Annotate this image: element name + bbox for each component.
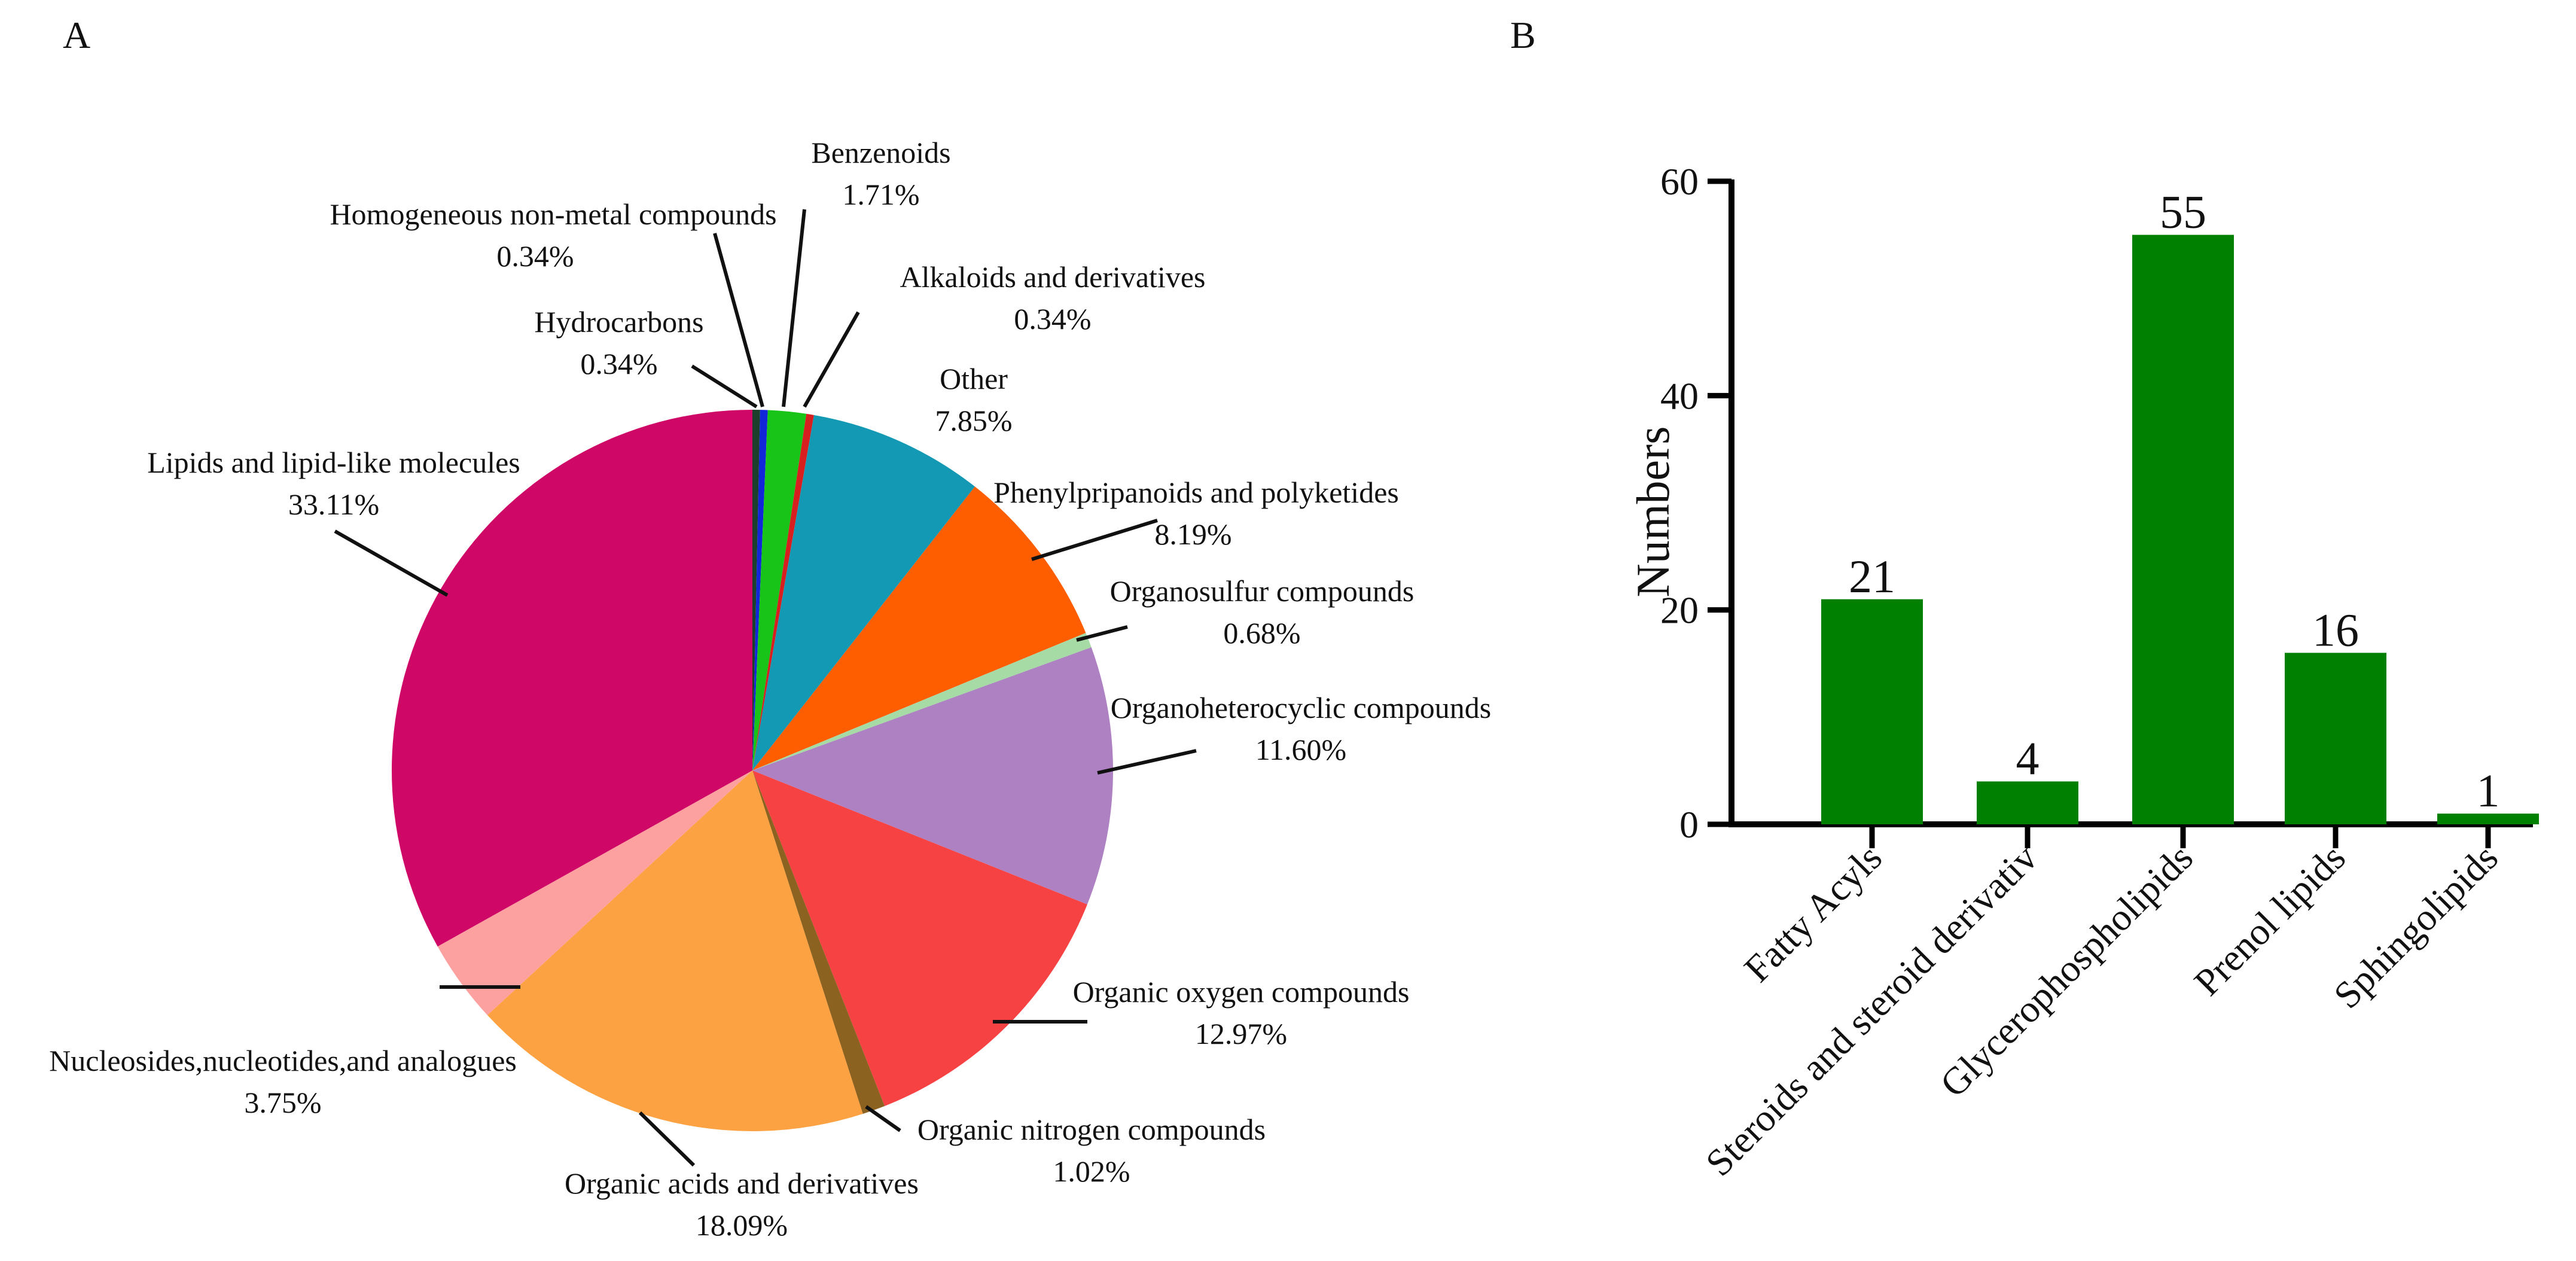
category-label-prenol-lipids: Prenol lipids xyxy=(2186,836,2354,1004)
value-label-steroids-and-steroid-derivativ: 4 xyxy=(2016,732,2040,784)
leader-line-organic-acids-and-derivatives xyxy=(638,1111,696,1167)
leader-line-lipids-and-lipid-like-molecules xyxy=(334,529,449,597)
pie-percent-hydrocarbons: 0.34% xyxy=(580,347,657,380)
value-label-glycerophospholipids: 55 xyxy=(2160,186,2206,238)
pie-label-organic-nitrogen-compounds: Organic nitrogen compounds xyxy=(917,1113,1266,1146)
pie-label-other: Other xyxy=(940,362,1008,395)
bar-fatty-acyls xyxy=(1821,599,1923,824)
pie-percent-phenylpripanoids-and-polyketides: 8.19% xyxy=(1154,517,1231,551)
pie-label-lipids-and-lipid-like-molecules: Lipids and lipid-like molecules xyxy=(147,446,520,479)
bar-steroids-and-steroid-derivativ xyxy=(1977,781,2078,824)
pie-slice-alkaloids-and-derivatives xyxy=(752,413,814,770)
y-tick-label-0: 0 xyxy=(1679,803,1699,846)
leader-line-organoheterocyclic-compounds xyxy=(1097,749,1197,775)
pie-slice-organic-acids-and-derivatives xyxy=(487,770,863,1132)
pie-label-organic-oxygen-compounds: Organic oxygen compounds xyxy=(1073,975,1410,1009)
y-axis-title: Numbers xyxy=(1627,427,1679,598)
pie-percent-homogeneous-non-metal-compounds: 0.34% xyxy=(496,239,574,273)
pie-label-nucleosides-nucleotides-and-analogues: Nucleosides,nucleotides,and analogues xyxy=(49,1044,517,1077)
pie-slice-organic-nitrogen-compounds xyxy=(752,770,885,1114)
pie-percent-nucleosides-nucleotides-and-analogues: 3.75% xyxy=(244,1086,321,1119)
leader-line-organic-nitrogen-compounds xyxy=(865,1105,901,1132)
category-label-sphingolipids: Sphingolipids xyxy=(2325,836,2506,1017)
leader-line-phenylpripanoids-and-polyketides xyxy=(1031,519,1158,561)
pie-chart: Hydrocarbons 0.34% Homogeneous non-metal c… xyxy=(49,136,1491,1242)
pie-label-organic-acids-and-derivatives: Organic acids and derivatives xyxy=(565,1166,919,1200)
panel-a-label: A xyxy=(63,14,90,56)
y-tick-label-60: 60 xyxy=(1660,160,1699,203)
pie-label-hydrocarbons: Hydrocarbons xyxy=(534,305,703,339)
leader-line-benzenoids xyxy=(782,209,806,407)
y-tick-label-20: 20 xyxy=(1660,589,1699,632)
pie-slice-hydrocarbons xyxy=(752,410,760,770)
leader-line-hydrocarbons xyxy=(691,364,758,409)
pie-percent-organoheterocyclic-compounds: 11.60% xyxy=(1255,733,1346,766)
pie-slice-homogeneous-non-metal-compounds xyxy=(752,410,768,770)
value-label-fatty-acyls: 21 xyxy=(1849,550,1895,602)
pie-percent-organic-oxygen-compounds: 12.97% xyxy=(1195,1017,1287,1050)
pie-label-organoheterocyclic-compounds: Organoheterocyclic compounds xyxy=(1111,691,1491,724)
value-label-prenol-lipids: 16 xyxy=(2312,604,2359,656)
pie-slice-other xyxy=(752,415,975,770)
pie-label-phenylpripanoids-and-polyketides: Phenylpripanoids and polyketides xyxy=(993,476,1399,509)
pie-label-homogeneous-non-metal-compounds: Homogeneous non-metal compounds xyxy=(330,197,776,231)
pie-slice-organosulfur-compounds xyxy=(752,633,1092,770)
leader-line-homogeneous-non-metal-compounds xyxy=(713,233,764,407)
pie-slice-organoheterocyclic-compounds xyxy=(752,647,1113,904)
bar-glycerophospholipids xyxy=(2132,234,2234,824)
pie-percent-other: 7.85% xyxy=(935,404,1012,437)
pie-label-benzenoids: Benzenoids xyxy=(811,136,950,169)
bar-prenol-lipids xyxy=(2285,653,2386,824)
value-label-sphingolipids: 1 xyxy=(2477,764,2500,817)
leader-line-alkaloids-and-derivatives xyxy=(803,311,860,408)
pie-percent-lipids-and-lipid-like-molecules: 33.11% xyxy=(288,488,379,521)
pie-label-alkaloids-and-derivatives: Alkaloids and derivatives xyxy=(900,260,1206,294)
pie-label-organosulfur-compounds: Organosulfur compounds xyxy=(1110,574,1414,608)
panel-b-label: B xyxy=(1510,14,1536,56)
pie-percent-organic-acids-and-derivatives: 18.09% xyxy=(696,1208,788,1242)
pie-slice-lipids-and-lipid-like-molecules xyxy=(392,410,752,947)
pie-slice-benzenoids xyxy=(752,410,807,770)
y-tick-label-40: 40 xyxy=(1660,374,1699,417)
pie-percent-benzenoids: 1.71% xyxy=(842,178,919,211)
category-label-fatty-acyls: Fatty Acyls xyxy=(1736,836,1890,991)
leader-line-organosulfur-compounds xyxy=(1076,625,1128,642)
pie-percent-organosulfur-compounds: 0.68% xyxy=(1223,616,1300,650)
pie-slice-phenylpripanoids-and-polyketides xyxy=(752,486,1086,770)
bar-sphingolipids xyxy=(2437,814,2539,824)
pie-slice-nucleosides-nucleotides-and-analogues xyxy=(437,770,752,1015)
bar-chart: 0 20 40 60 Numbers 21 Fatty Acyls 4 Steroids and… xyxy=(1627,160,2539,1184)
pie-percent-alkaloids-and-derivatives: 0.34% xyxy=(1014,302,1091,336)
category-label-glycerophospholipids: Glycerophospholipids xyxy=(1932,836,2201,1105)
pie-percent-organic-nitrogen-compounds: 1.02% xyxy=(1053,1155,1130,1188)
category-label-steroids-and-steroid-derivativ: Steroids and steroid derivativ xyxy=(1697,836,2045,1184)
